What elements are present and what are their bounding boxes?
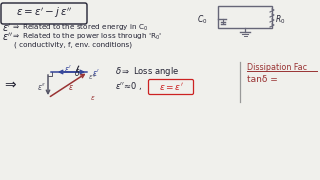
Text: $\delta$: $\delta$ xyxy=(74,68,80,78)
Text: $\delta \Rightarrow$ Loss angle: $\delta \Rightarrow$ Loss angle xyxy=(115,66,179,78)
Text: $\varepsilon = \varepsilon' - j\,\varepsilon''$: $\varepsilon = \varepsilon' - j\,\vareps… xyxy=(16,6,72,20)
Text: $\varepsilon = \varepsilon'$: $\varepsilon = \varepsilon'$ xyxy=(159,82,183,93)
Text: $C_0$: $C_0$ xyxy=(196,14,207,26)
Text: $\varepsilon'$: $\varepsilon'$ xyxy=(92,66,100,78)
Text: ⇒: ⇒ xyxy=(4,78,16,92)
Text: $\varepsilon''$: $\varepsilon''$ xyxy=(2,31,13,43)
Text: $R_0$: $R_0$ xyxy=(275,14,285,26)
Text: tanδ =: tanδ = xyxy=(247,75,278,84)
Text: $\Rightarrow$ Related to the stored energy in C$_0$: $\Rightarrow$ Related to the stored ener… xyxy=(11,23,148,33)
Text: ( conductivity, f, env. conditions): ( conductivity, f, env. conditions) xyxy=(14,42,132,48)
Text: Dissipation Fac: Dissipation Fac xyxy=(247,62,307,71)
Text: $\varepsilon''$: $\varepsilon''$ xyxy=(88,72,97,82)
Bar xyxy=(218,6,272,28)
Text: $\varepsilon'$: $\varepsilon'$ xyxy=(64,62,72,73)
Text: $\varepsilon$: $\varepsilon$ xyxy=(68,82,74,91)
Text: $\varepsilon$: $\varepsilon$ xyxy=(90,94,96,102)
Text: $\varepsilon''$: $\varepsilon''$ xyxy=(37,80,47,91)
Text: $\varepsilon'$: $\varepsilon'$ xyxy=(2,22,12,34)
Text: $\varepsilon''\!\approx\!0$ ,: $\varepsilon''\!\approx\!0$ , xyxy=(115,80,143,92)
Text: $\Rightarrow$ Related to the power loss through 'R$_0$': $\Rightarrow$ Related to the power loss … xyxy=(11,32,162,42)
